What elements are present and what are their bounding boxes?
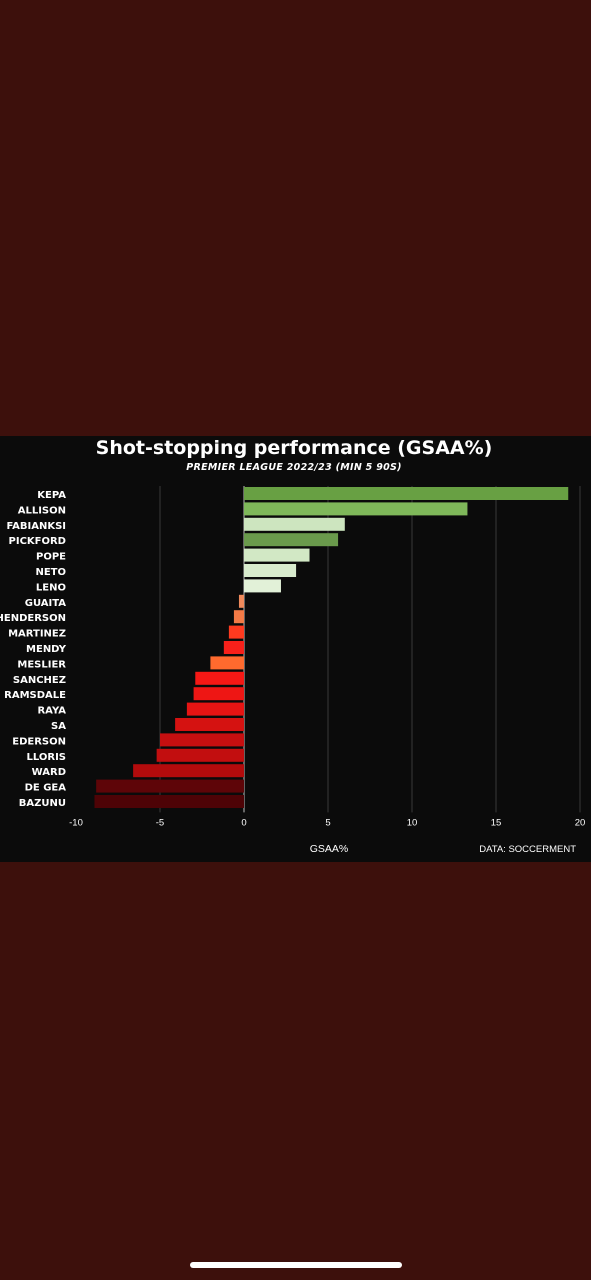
category-label: HENDERSON <box>0 613 66 624</box>
bar <box>186 702 244 716</box>
x-tick-label: 10 <box>407 817 418 828</box>
x-tick-label: -10 <box>69 817 83 828</box>
category-label: RAYA <box>37 706 66 717</box>
category-label: NETO <box>35 567 66 578</box>
data-source-label: DATA: SOCCERMENT <box>479 844 576 855</box>
bar <box>233 610 244 624</box>
chart-subtitle: PREMIER LEAGUE 2022/23 (MIN 5 90S) <box>186 462 402 473</box>
grid-lines <box>159 486 581 813</box>
category-label: MENDY <box>26 644 67 655</box>
bar <box>244 533 339 547</box>
x-tick-labels: -10 -5 0 5 10 15 20 <box>69 817 585 828</box>
x-axis-title: GSAA% <box>310 843 349 855</box>
x-tick-label: 20 <box>575 817 586 828</box>
bar <box>210 656 244 670</box>
category-label: SA <box>51 721 66 732</box>
bar <box>244 502 468 516</box>
bar <box>244 548 310 562</box>
chart-panel: Shot-stopping performance (GSAA%) PREMIE… <box>0 436 591 862</box>
bars <box>94 487 569 808</box>
bar <box>160 733 244 747</box>
category-labels: KEPA ALLISON FABIANKSI PICKFORD POPE NETO LENO… <box>0 490 67 809</box>
category-label: MARTINEZ <box>8 629 66 640</box>
category-label: KEPA <box>37 490 66 501</box>
x-tick-label: -5 <box>156 817 164 828</box>
bar <box>175 718 244 731</box>
category-label: LLORIS <box>26 752 66 763</box>
category-label: SANCHEZ <box>13 675 66 686</box>
category-label: ALLISON <box>18 505 66 516</box>
bar <box>244 487 569 500</box>
bar <box>238 594 244 608</box>
category-label: GUAITA <box>25 598 67 609</box>
category-label: WARD <box>32 767 66 778</box>
category-label: PICKFORD <box>9 536 66 547</box>
bar <box>244 564 297 577</box>
category-label: BAZUNU <box>19 798 66 809</box>
bar <box>193 687 244 701</box>
x-tick-label: 5 <box>325 817 330 828</box>
bar <box>228 625 244 639</box>
chart-title: Shot-stopping performance (GSAA%) <box>96 437 493 459</box>
category-label: EDERSON <box>12 736 66 747</box>
bar <box>94 795 244 808</box>
bar <box>244 517 345 531</box>
bar <box>244 579 281 593</box>
category-label: RAMSDALE <box>4 690 66 701</box>
home-indicator[interactable] <box>190 1262 402 1268</box>
category-label: MESLIER <box>17 659 66 670</box>
x-tick-label: 15 <box>491 817 502 828</box>
category-label: LENO <box>36 582 66 593</box>
x-tick-label: 0 <box>241 817 246 828</box>
bar <box>156 748 244 762</box>
bar <box>96 779 244 793</box>
gsaa-bar-chart: Shot-stopping performance (GSAA%) PREMIE… <box>0 437 585 855</box>
category-label: POPE <box>36 552 66 563</box>
bar <box>195 671 244 685</box>
bar <box>223 641 244 654</box>
category-label: DE GEA <box>25 783 67 794</box>
bar <box>133 764 244 778</box>
category-label: FABIANKSI <box>6 521 66 532</box>
